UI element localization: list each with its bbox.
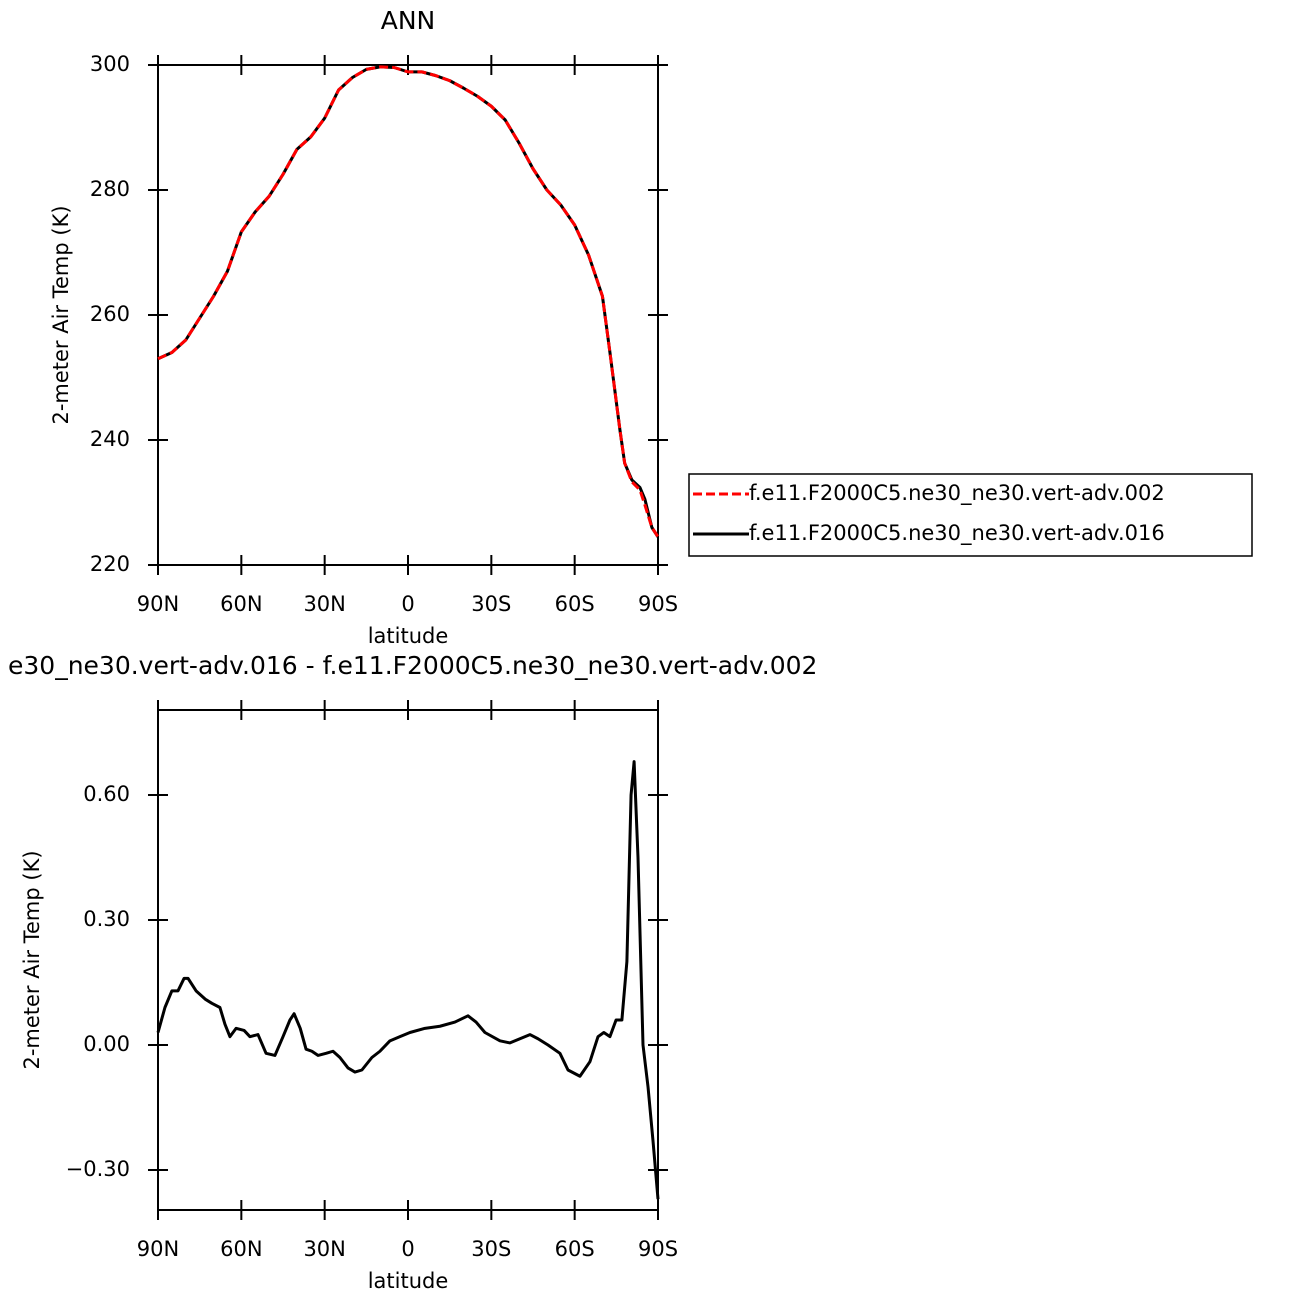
y-tick-label: 0.60 <box>83 782 130 806</box>
chart-title: e30_ne30.vert-adv.016 - f.e11.F2000C5.ne… <box>8 651 817 680</box>
legend-label: f.e11.F2000C5.ne30_ne30.vert-adv.016 <box>749 521 1165 546</box>
data-line <box>157 65 660 538</box>
y-tick-label: 260 <box>90 302 130 326</box>
y-axis-label: 2-meter Air Temp (K) <box>20 850 44 1069</box>
y-tick-label: 0.00 <box>83 1032 130 1056</box>
y-tick-label: 280 <box>90 177 130 201</box>
y-axis-label: 2-meter Air Temp (K) <box>49 205 73 424</box>
x-tick-label: 0 <box>401 1237 414 1261</box>
x-tick-label: 30S <box>471 592 511 616</box>
data-line <box>157 65 660 538</box>
x-tick-label: 60N <box>220 1237 262 1261</box>
chart-title: ANN <box>381 6 436 35</box>
x-tick-label: 60N <box>220 592 262 616</box>
legend-box <box>688 473 1253 557</box>
x-tick-label: 90S <box>638 592 678 616</box>
y-tick-label: 240 <box>90 427 130 451</box>
y-tick-label: 0.30 <box>83 907 130 931</box>
x-axis-label: latitude <box>368 1269 449 1293</box>
y-tick-label: 220 <box>90 552 130 576</box>
x-tick-label: 90S <box>638 1237 678 1261</box>
x-tick-label: 60S <box>555 592 595 616</box>
x-tick-label: 30N <box>303 592 345 616</box>
x-axis-label: latitude <box>368 624 449 648</box>
plot-frame <box>157 709 659 1211</box>
x-tick-label: 0 <box>401 592 414 616</box>
x-tick-label: 60S <box>555 1237 595 1261</box>
chart: ANN latitude 2-meter Air Temp (K) 90N 60N 30N… <box>49 6 1253 648</box>
x-tick-label: 90N <box>137 592 179 616</box>
x-tick-label: 30S <box>471 1237 511 1261</box>
chart: e30_ne30.vert-adv.016 - f.e11.F2000C5.ne… <box>8 651 817 1293</box>
x-tick-label: 30N <box>303 1237 345 1261</box>
legend-label: f.e11.F2000C5.ne30_ne30.vert-adv.002 <box>749 481 1165 506</box>
data-line <box>156 760 660 1200</box>
y-tick-label: 300 <box>90 52 130 76</box>
plot-frame <box>157 64 659 566</box>
x-tick-label: 90N <box>137 1237 179 1261</box>
y-tick-label: −0.30 <box>66 1157 130 1181</box>
